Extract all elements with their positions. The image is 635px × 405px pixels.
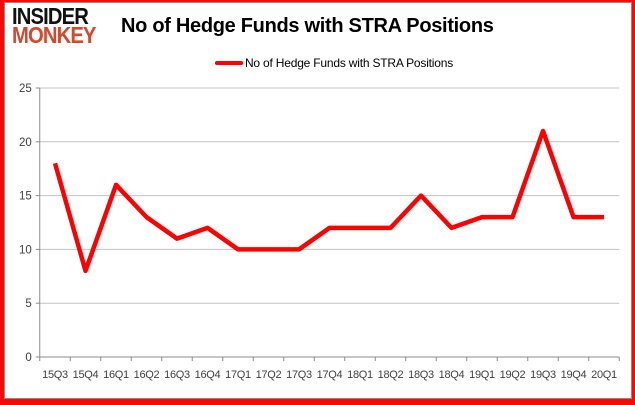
x-axis-label: 18Q3 [408,369,434,381]
logo-monkey-text: MONKEY [12,21,96,48]
insider-monkey-logo: INSIDER MONKEY [12,3,96,48]
logo-insider-text: INSIDER [12,3,89,29]
legend-line-marker-icon [214,61,243,65]
x-axis-label: 19Q4 [561,369,587,381]
x-axis-label: 18Q4 [439,369,465,381]
x-axis-label: 15Q4 [73,369,99,381]
y-axis-label: 0 [25,352,31,364]
x-axis-label: 19Q1 [469,369,495,381]
x-axis-label: 18Q1 [347,369,373,381]
x-axis-label: 18Q2 [378,369,404,381]
chart-title: No of Hedge Funds with STRA Positions [121,15,494,37]
line-chart-plot: 0 5 10 15 20 25 15Q3 15Q4 16Q1 16Q2 16Q3 16Q4 17Q1 17… [19,83,620,381]
x-axis-label: 15Q3 [42,369,68,381]
x-axis-label: 17Q3 [286,369,312,381]
series-line [52,128,604,274]
x-axis-label: 16Q4 [195,369,221,381]
x-axis-label: 16Q1 [103,369,129,381]
y-axis-label: 20 [19,137,32,149]
x-axis-label: 16Q2 [134,369,160,381]
x-axis-label: 17Q4 [317,369,343,381]
x-axis-label: 20Q1 [591,369,617,381]
y-axis-label: 10 [19,244,32,256]
legend-label: No of Hedge Funds with STRA Positions [244,56,454,70]
y-axis-label: 5 [25,298,31,310]
x-axis-label: 17Q2 [256,369,282,381]
x-axis-label: 16Q3 [164,369,190,381]
y-axis-label: 25 [19,83,32,95]
x-axis-label: 17Q1 [225,369,251,381]
x-axis-label: 19Q3 [530,369,556,381]
x-axis-label: 19Q2 [500,369,526,381]
legend: No of Hedge Funds with STRA Positions [20,56,632,70]
y-axis-label: 15 [19,191,32,203]
